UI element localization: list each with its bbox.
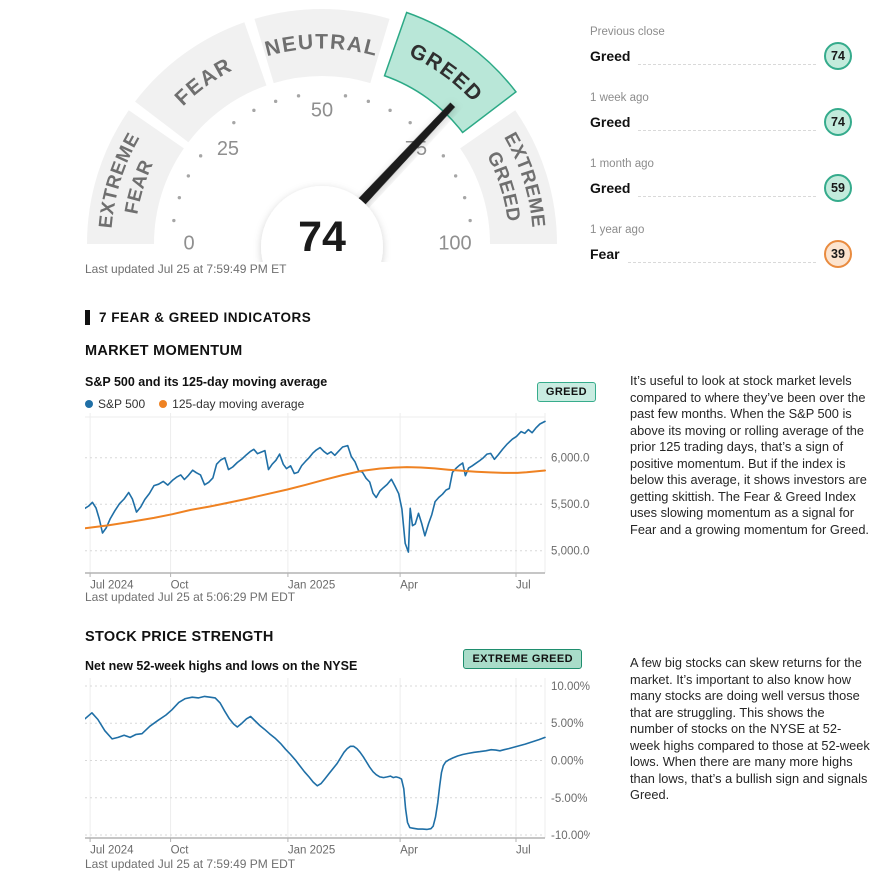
gauge-segment-neutral: NEUTRAL: [254, 8, 390, 84]
strength-chart[interactable]: 10.00% 5.00% 0.00% -5.00% -10.00% Jul 2024 Oct…: [85, 678, 590, 860]
x-axis-tick-label: Jul: [516, 845, 531, 857]
momentum-last-updated: Last updated Jul 25 at 5:06:29 PM EDT: [85, 590, 296, 604]
x-axis-tick-label: Jan 2025: [288, 845, 335, 857]
history-row: 1 month ago Greed 59: [590, 158, 852, 202]
y-axis-tick-label: 5,000.00: [551, 546, 590, 558]
gauge-segment-fear: FEAR: [135, 22, 267, 143]
momentum-chart[interactable]: 6,000.00 5,500.00 5,000.00 Jul 2024 Oct Jan 2…: [85, 413, 590, 595]
indicators-section-header: 7 FEAR & GREED INDICATORS: [85, 310, 311, 325]
x-axis-tick-label: Apr: [400, 845, 418, 857]
strength-title: STOCK PRICE STRENGTH: [85, 629, 274, 645]
x-axis-tick-label: Jul 2024: [90, 580, 134, 592]
leader-line: [627, 261, 816, 263]
history-period: 1 week ago: [590, 92, 649, 104]
y-axis-tick-label: 5.00%: [551, 718, 584, 730]
series-s-p-500: [85, 420, 546, 553]
history-period: 1 year ago: [590, 224, 645, 236]
strength-description: A few big stocks can skew returns for th…: [630, 655, 870, 802]
gauge-hub: [261, 186, 383, 262]
series-net-new-52-week-highs-and-lows: [85, 695, 546, 831]
y-axis-tick-label: 0.00%: [551, 756, 584, 768]
leader-line: [638, 129, 816, 131]
y-axis-tick-label: -10.00%: [551, 830, 590, 842]
y-axis-tick-label: -5.00%: [551, 793, 587, 805]
x-axis-tick-label: Oct: [171, 580, 190, 592]
legend-dot-icon: [85, 400, 93, 408]
history-row: 1 week ago Greed 74: [590, 92, 852, 136]
series-125-day-moving-average: [85, 466, 546, 530]
legend-label: S&P 500: [98, 397, 146, 411]
legend-item: S&P 500: [85, 397, 145, 411]
momentum-title: MARKET MOMENTUM: [85, 343, 243, 359]
history-value-badge: 74: [824, 42, 852, 70]
history-value-badge: 39: [824, 240, 852, 268]
y-axis-tick-label: 5,500.00: [551, 499, 590, 511]
momentum-description: It’s useful to look at stock market leve…: [630, 373, 869, 537]
gauge-tick-50: 50: [311, 99, 333, 121]
history-label: Greed: [590, 114, 631, 130]
leader-line: [638, 195, 816, 197]
momentum-status-badge: GREED: [536, 382, 596, 402]
strength-status-badge: EXTREME GREED: [463, 649, 582, 669]
x-axis-tick-label: Jul 2024: [90, 845, 134, 857]
history-value-badge: 59: [824, 174, 852, 202]
gauge-tick-25: 25: [217, 138, 239, 160]
history-panel: Previous close Greed 74 1 week ago Greed 74 1 …: [590, 26, 852, 290]
history-label: Fear: [590, 246, 620, 262]
legend-item: 125-day moving average: [159, 397, 304, 411]
history-period: 1 month ago: [590, 158, 654, 170]
history-period: Previous close: [590, 26, 665, 38]
momentum-subtitle: S&P 500 and its 125-day moving average: [85, 375, 328, 389]
legend-dot-icon: [159, 400, 168, 408]
legend-label: 125-day moving average: [172, 397, 305, 411]
gauge-tick-100: 100: [438, 232, 471, 254]
section-accent-bar: [85, 310, 90, 325]
section-title: 7 FEAR & GREED INDICATORS: [99, 310, 312, 325]
x-axis-tick-label: Jul: [516, 580, 531, 592]
leader-line: [638, 63, 816, 65]
history-label: Greed: [590, 48, 631, 64]
y-axis-tick-label: 6,000.00: [551, 453, 590, 465]
x-axis-tick-label: Jan 2025: [288, 580, 335, 592]
x-axis-tick-label: Apr: [400, 580, 418, 592]
strength-subtitle: Net new 52-week highs and lows on the NY…: [85, 659, 358, 673]
momentum-legend: S&P 500 125-day moving average: [85, 397, 318, 411]
gauge-last-updated: Last updated Jul 25 at 7:59:49 PM ET: [85, 262, 287, 276]
gauge-value: 74: [298, 213, 346, 261]
gauge-tick-0: 0: [183, 232, 194, 254]
history-row: Previous close Greed 74: [590, 26, 852, 70]
history-row: 1 year ago Fear 39: [590, 224, 852, 268]
history-value-badge: 74: [824, 108, 852, 136]
gauge-segment-greed: GREED: [383, 11, 517, 134]
x-axis-tick-label: Oct: [171, 845, 190, 857]
history-label: Greed: [590, 180, 631, 196]
strength-last-updated: Last updated Jul 25 at 7:59:49 PM EDT: [85, 857, 296, 871]
y-axis-tick-label: 10.00%: [551, 681, 590, 693]
